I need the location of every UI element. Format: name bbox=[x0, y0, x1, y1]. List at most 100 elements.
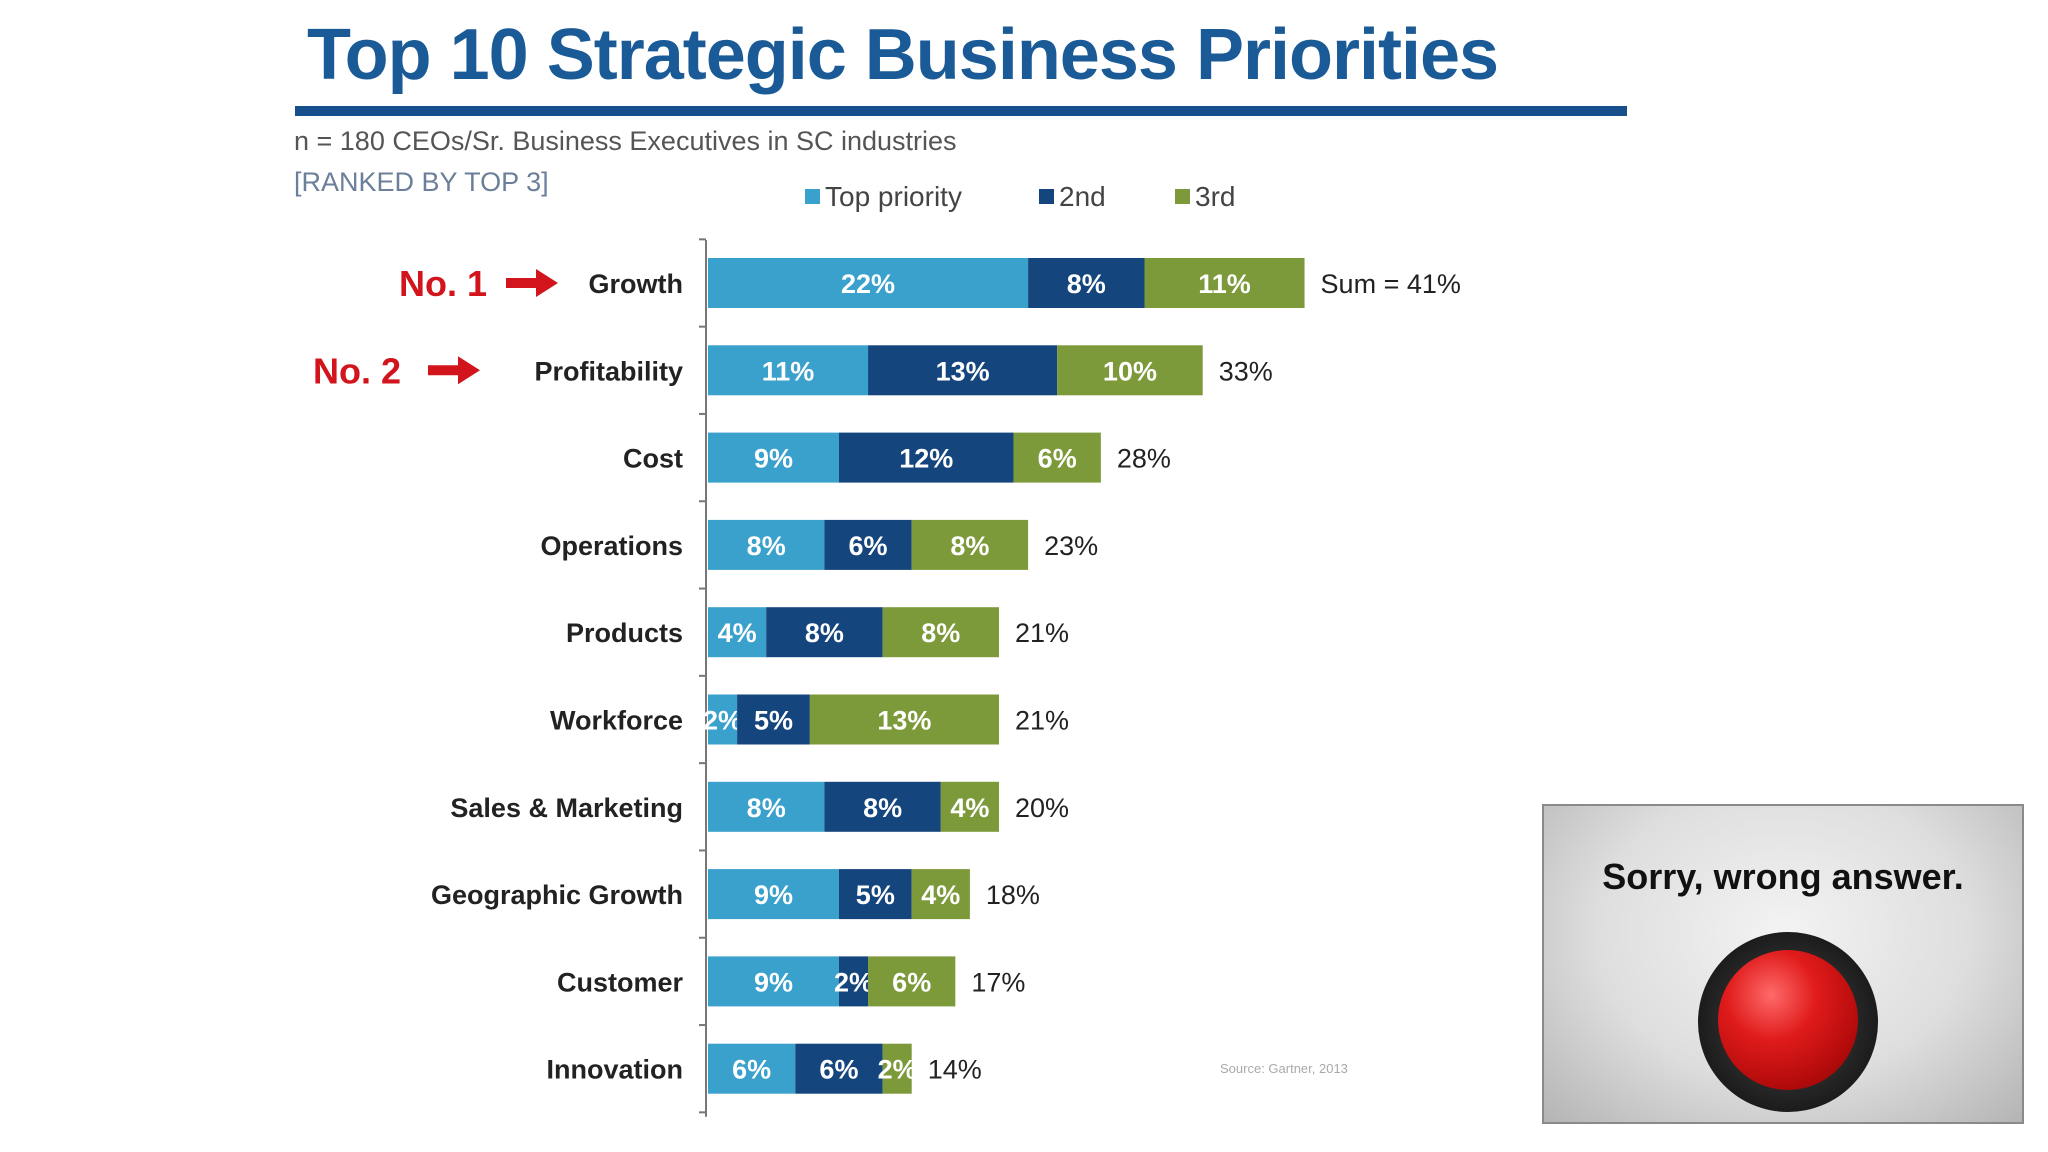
data-label-workforce-3rd: 13% bbox=[877, 706, 931, 736]
sum-label-cost: 28% bbox=[1117, 444, 1171, 474]
legend-label-top-priority: Top priority bbox=[825, 181, 962, 212]
ranking-note: [RANKED BY TOP 3] bbox=[294, 167, 549, 197]
data-label-growth-2nd: 8% bbox=[1067, 269, 1106, 299]
bar-segment-innovation-3rd bbox=[882, 1043, 912, 1094]
data-label-innovation-3rd: 2% bbox=[878, 1055, 917, 1085]
popup-message: Sorry, wrong answer. bbox=[1602, 856, 1964, 897]
bar-segment-sales-and-marketing-3rd bbox=[940, 781, 999, 832]
bar-segment-customer-3rd bbox=[868, 956, 956, 1007]
bar-segment-sales-and-marketing-2nd bbox=[824, 781, 941, 832]
bar-segment-growth-3rd bbox=[1144, 258, 1305, 308]
data-label-cost-3rd: 6% bbox=[1038, 444, 1077, 474]
data-label-innovation-2nd: 6% bbox=[819, 1055, 858, 1085]
bar-segment-growth-2nd bbox=[1028, 258, 1145, 308]
bar-segment-products-2nd bbox=[766, 607, 883, 658]
data-label-geographic-growth-top-priority: 9% bbox=[754, 880, 793, 910]
category-label-profitability: Profitability bbox=[534, 356, 683, 386]
category-label-cost: Cost bbox=[623, 444, 683, 474]
data-label-workforce-2nd: 5% bbox=[754, 706, 793, 736]
category-label-operations: Operations bbox=[540, 531, 683, 561]
data-label-profitability-3rd: 10% bbox=[1103, 356, 1157, 386]
category-label-innovation: Innovation bbox=[547, 1055, 684, 1085]
rank-annotation-2: No. 2 bbox=[313, 350, 401, 391]
data-label-customer-top-priority: 9% bbox=[754, 967, 793, 997]
category-label-workforce: Workforce bbox=[550, 706, 683, 736]
sum-label-sales-and-marketing: 20% bbox=[1015, 793, 1069, 823]
legend-swatch-top-priority bbox=[805, 189, 820, 205]
bar-segment-customer-2nd bbox=[838, 956, 869, 1007]
data-label-products-top-priority: 4% bbox=[718, 618, 757, 648]
bar-segment-operations-top-priority bbox=[708, 519, 825, 570]
bar-segment-sales-and-marketing-top-priority bbox=[708, 781, 825, 832]
data-label-customer-2nd: 2% bbox=[834, 967, 873, 997]
legend-swatch-3rd bbox=[1175, 189, 1190, 205]
data-label-sales-and-marketing-2nd: 8% bbox=[863, 793, 902, 823]
sum-label-profitability: 33% bbox=[1219, 356, 1273, 386]
bar-segment-workforce-3rd bbox=[809, 694, 999, 745]
data-label-operations-3rd: 8% bbox=[950, 531, 989, 561]
bar-segment-workforce-top-priority bbox=[708, 694, 738, 745]
data-label-geographic-growth-3rd: 4% bbox=[921, 880, 960, 910]
bar-segment-products-top-priority bbox=[708, 607, 767, 658]
bar-segment-cost-2nd bbox=[838, 432, 1014, 483]
red-button-cap bbox=[1718, 950, 1858, 1090]
bar-segment-geographic-growth-top-priority bbox=[708, 869, 839, 920]
bar-segment-operations-2nd bbox=[824, 519, 912, 570]
sum-label-growth: Sum = 41% bbox=[1321, 269, 1461, 299]
bar-segment-profitability-3rd bbox=[1057, 345, 1203, 396]
data-label-profitability-top-priority: 11% bbox=[762, 356, 815, 386]
bar-segment-cost-top-priority bbox=[708, 432, 839, 483]
data-label-profitability-2nd: 13% bbox=[936, 356, 990, 386]
sum-label-operations: 23% bbox=[1044, 531, 1098, 561]
chart-title: Top 10 Strategic Business Priorities bbox=[307, 15, 1499, 95]
data-label-workforce-top-priority: 2% bbox=[703, 706, 742, 736]
data-label-growth-3rd: 11% bbox=[1198, 269, 1251, 299]
rank-annotation-1: No. 1 bbox=[399, 263, 487, 304]
data-label-cost-top-priority: 9% bbox=[754, 444, 793, 474]
bar-segment-growth-top-priority bbox=[708, 258, 1029, 308]
bar-segment-operations-3rd bbox=[911, 519, 1029, 570]
bar-segment-workforce-2nd bbox=[737, 694, 810, 745]
source-note: Source: Gartner, 2013 bbox=[1220, 1061, 1348, 1076]
legend-item-top-priority: Top priority bbox=[805, 181, 962, 213]
arrow-right-icon bbox=[506, 269, 558, 297]
data-label-sales-and-marketing-3rd: 4% bbox=[950, 793, 989, 823]
sum-label-workforce: 21% bbox=[1015, 706, 1069, 736]
title-underline bbox=[295, 106, 1627, 116]
category-label-sales-and-marketing: Sales & Marketing bbox=[450, 793, 683, 823]
sum-label-innovation: 14% bbox=[928, 1055, 982, 1085]
legend-swatch-2nd bbox=[1039, 189, 1054, 205]
sum-label-products: 21% bbox=[1015, 618, 1069, 648]
arrow-right-icon bbox=[428, 356, 480, 385]
bar-segment-products-3rd bbox=[882, 607, 999, 658]
data-label-geographic-growth-2nd: 5% bbox=[856, 880, 895, 910]
data-label-growth-top-priority: 22% bbox=[841, 269, 895, 299]
category-label-geographic-growth: Geographic Growth bbox=[431, 880, 683, 910]
legend-label-2nd: 2nd bbox=[1059, 181, 1106, 212]
sum-label-geographic-growth: 18% bbox=[986, 880, 1040, 910]
data-label-operations-2nd: 6% bbox=[849, 531, 888, 561]
data-label-products-2nd: 8% bbox=[805, 618, 844, 648]
sum-label-customer: 17% bbox=[971, 967, 1025, 997]
red-button-icon bbox=[1698, 932, 1878, 1112]
category-label-growth: Growth bbox=[589, 269, 684, 299]
bar-segment-profitability-2nd bbox=[868, 345, 1058, 396]
bar-segment-geographic-growth-2nd bbox=[838, 869, 912, 920]
bar-segment-cost-3rd bbox=[1013, 432, 1101, 483]
wrong-answer-popup: Sorry, wrong answer. bbox=[1542, 804, 2024, 1124]
legend-label-3rd: 3rd bbox=[1195, 181, 1236, 212]
bar-segment-innovation-top-priority bbox=[708, 1043, 796, 1094]
data-label-cost-2nd: 12% bbox=[899, 444, 953, 474]
bar-segment-geographic-growth-3rd bbox=[911, 869, 970, 920]
category-label-customer: Customer bbox=[557, 967, 684, 997]
data-label-customer-3rd: 6% bbox=[892, 967, 931, 997]
data-label-sales-and-marketing-top-priority: 8% bbox=[747, 793, 786, 823]
category-label-products: Products bbox=[566, 618, 683, 648]
chart-subtitle: n = 180 CEOs/Sr. Business Executives in … bbox=[294, 126, 957, 156]
data-label-products-3rd: 8% bbox=[921, 618, 960, 648]
bar-segment-profitability-top-priority bbox=[708, 345, 869, 396]
bar-segment-innovation-2nd bbox=[795, 1043, 883, 1094]
data-label-innovation-top-priority: 6% bbox=[732, 1055, 771, 1085]
legend-item-2nd: 2nd bbox=[1039, 181, 1106, 213]
